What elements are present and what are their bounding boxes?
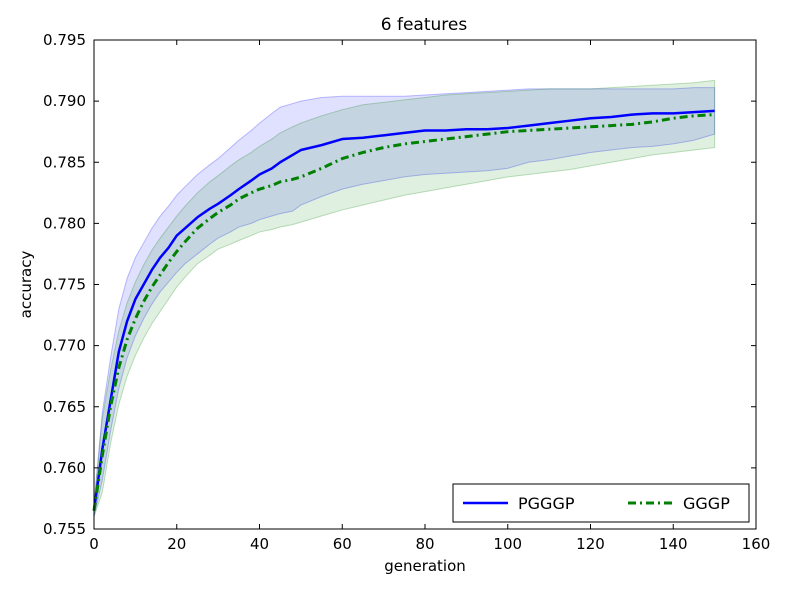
x-tick-label: 100 xyxy=(493,535,522,553)
y-tick-label: 0.755 xyxy=(43,520,86,538)
x-tick-label: 0 xyxy=(89,535,99,553)
legend-label-pgggp: PGGGP xyxy=(518,494,575,513)
confidence-band-gggp xyxy=(93,79,716,517)
y-axis-label: accuracy xyxy=(17,251,35,319)
y-tick-label: 0.760 xyxy=(43,459,86,477)
x-axis-label: generation xyxy=(384,557,466,575)
legend-label-gggp: GGGP xyxy=(683,494,730,513)
plot-area xyxy=(92,79,716,517)
y-tick-label: 0.775 xyxy=(43,276,86,294)
x-axis: 0 20 40 60 80 100 120 140 160 xyxy=(89,40,770,553)
series-line-pgggp xyxy=(92,109,715,511)
y-axis: 0.755 0.760 0.765 0.770 0.775 0.780 0.785 0.790… xyxy=(43,31,756,538)
y-tick-label: 0.765 xyxy=(43,398,86,416)
x-tick-label: 60 xyxy=(333,535,352,553)
chart-title: 6 features xyxy=(381,15,468,35)
x-tick-label: 20 xyxy=(167,535,186,553)
legend: PGGGP GGGP xyxy=(452,483,750,523)
y-tick-label: 0.795 xyxy=(43,31,86,49)
y-tick-label: 0.780 xyxy=(43,214,86,232)
y-tick-label: 0.790 xyxy=(43,92,86,110)
y-tick-label: 0.785 xyxy=(43,153,86,171)
x-tick-label: 120 xyxy=(576,535,605,553)
x-tick-label: 80 xyxy=(415,535,434,553)
y-tick-label: 0.770 xyxy=(43,337,86,355)
x-tick-label: 40 xyxy=(250,535,269,553)
x-tick-label: 140 xyxy=(659,535,688,553)
x-tick-label: 160 xyxy=(742,535,771,553)
series-line-gggp xyxy=(92,113,715,511)
confidence-band-pgggp xyxy=(93,87,716,517)
